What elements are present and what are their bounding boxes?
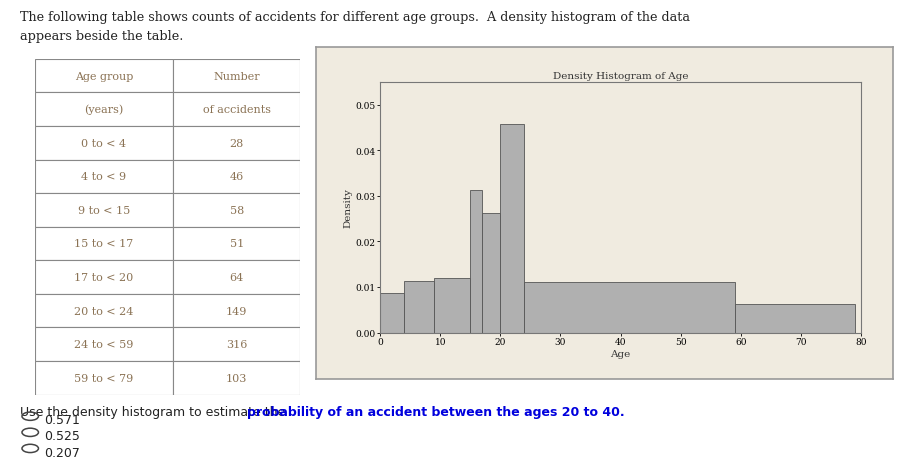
Text: 20 to < 24: 20 to < 24 [74,306,134,316]
Text: 0 to < 4: 0 to < 4 [82,139,126,148]
Text: 4 to < 9: 4 to < 9 [82,172,126,182]
Text: 58: 58 [230,206,244,215]
Text: 0.525: 0.525 [44,430,80,442]
Bar [35,160,173,194]
Text: 59 to < 79: 59 to < 79 [74,373,134,383]
Text: 46: 46 [230,172,244,182]
Bar [35,294,173,328]
Text: appears beside the table.: appears beside the table. [20,30,183,43]
Bar [173,93,300,127]
Bar [35,328,173,361]
Bar [173,160,300,194]
Text: 0.571: 0.571 [44,414,80,426]
Bar [470,190,483,333]
Bar [735,304,855,333]
Text: (years): (years) [84,105,124,115]
Bar [173,361,300,395]
Text: 17 to < 20: 17 to < 20 [74,273,134,282]
Text: 149: 149 [226,306,247,316]
Bar [173,227,300,261]
Text: 15 to < 17: 15 to < 17 [74,239,134,249]
Text: 103: 103 [226,373,247,383]
Bar [173,328,300,361]
Bar [35,227,173,261]
Text: probability of an accident between the ages 20 to 40.: probability of an accident between the a… [247,405,625,418]
Bar [173,60,300,93]
Bar [35,93,173,127]
Bar [35,361,173,395]
Text: The following table shows counts of accidents for different age groups.  A densi: The following table shows counts of acci… [20,11,690,24]
Text: 51: 51 [230,239,244,249]
Bar [173,127,300,160]
Bar [434,279,470,333]
Title: Density Histogram of Age: Density Histogram of Age [553,72,688,80]
Text: 0.207: 0.207 [44,446,80,459]
Text: 316: 316 [226,340,247,349]
Text: Number: Number [213,72,260,81]
Bar [35,194,173,227]
X-axis label: Age: Age [610,349,631,358]
Bar [35,127,173,160]
Bar [500,125,524,333]
Text: 24 to < 59: 24 to < 59 [74,340,134,349]
Bar [35,60,173,93]
Bar [404,281,434,333]
Bar [173,261,300,294]
Bar [173,194,300,227]
Text: Use the density histogram to estimate the: Use the density histogram to estimate th… [20,405,289,418]
Bar [483,214,500,333]
Text: of accidents: of accidents [202,105,271,115]
Text: 64: 64 [230,273,244,282]
Bar [35,261,173,294]
Bar [380,294,404,333]
Bar [173,294,300,328]
Text: 9 to < 15: 9 to < 15 [78,206,130,215]
Y-axis label: Density: Density [344,188,353,228]
Bar [524,282,735,333]
Text: 28: 28 [230,139,244,148]
Text: Age group: Age group [75,72,133,81]
